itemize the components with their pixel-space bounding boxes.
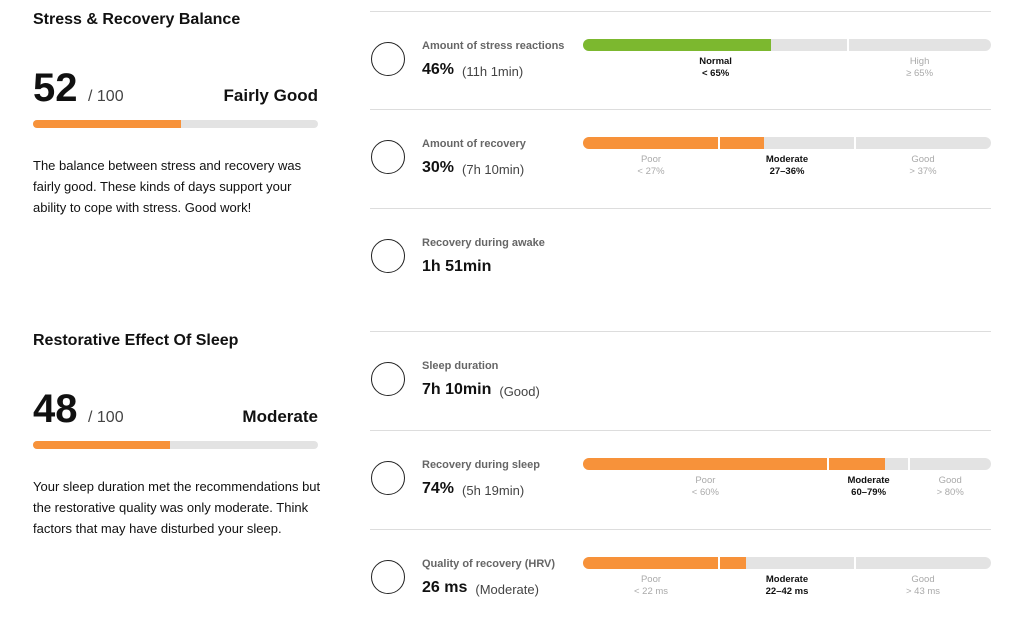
metric-value: 30%: [422, 159, 455, 176]
metric-value: 74%: [422, 480, 455, 497]
divider: [370, 208, 991, 209]
metric-label: Amount of stress reactions: [422, 40, 565, 52]
gauge-track: [583, 39, 991, 51]
segment-range: > 37%: [909, 166, 937, 177]
segment-name: Good: [938, 475, 962, 486]
gauge-break: [847, 39, 850, 51]
metric-detail: (5h 19min): [462, 483, 525, 498]
metric-label: Sleep duration: [422, 360, 499, 372]
divider: [370, 109, 991, 110]
score: 52: [33, 66, 78, 110]
segment-name: Moderate: [847, 475, 890, 486]
metric-icon: [371, 560, 405, 594]
segment-range: < 22 ms: [633, 586, 669, 597]
segment-name: Good: [911, 154, 935, 165]
metric-icon: [371, 140, 405, 174]
metric-label: Amount of recovery: [422, 138, 526, 150]
gauge-fill: [583, 39, 771, 51]
gauge-break: [854, 557, 856, 569]
score-max: / 100: [88, 409, 124, 426]
divider: [370, 430, 991, 431]
section-description: The balance between stress and recovery …: [33, 158, 302, 215]
segment-range: > 80%: [936, 487, 964, 498]
divider: [370, 331, 991, 332]
metric-icon: [371, 461, 405, 495]
metric-label: Recovery during awake: [422, 237, 545, 249]
segment-name: Poor: [640, 154, 662, 165]
section-title: Restorative Effect Of Sleep: [33, 332, 239, 349]
segment-range: 22–42 ms: [765, 586, 809, 597]
segment-range: < 27%: [637, 166, 665, 177]
segment-name: High: [909, 56, 930, 67]
gauge-break: [908, 458, 911, 470]
score-rating: Moderate: [242, 407, 318, 426]
gauge-break: [854, 137, 856, 149]
gauge-break: [718, 557, 720, 569]
metric-value: 7h 10min: [422, 381, 492, 398]
segment-name: Good: [911, 574, 935, 585]
score: 48: [33, 387, 78, 431]
gauge-fill: [583, 557, 747, 569]
metric-detail: (11h 1min): [462, 64, 524, 79]
section-title: Stress & Recovery Balance: [33, 11, 241, 28]
metric-value: 26 ms: [422, 579, 468, 596]
gauge-fill: [583, 458, 885, 470]
section-description: Your sleep duration met the recommendati…: [33, 479, 321, 536]
score-max: / 100: [88, 88, 124, 105]
divider: [370, 11, 991, 12]
score-fill: [33, 120, 182, 128]
metric-detail: (Good): [499, 384, 540, 399]
segment-name: Poor: [640, 574, 662, 585]
score-track: [33, 441, 318, 449]
segment-name: Moderate: [765, 574, 809, 585]
metric-detail: (Moderate): [475, 582, 539, 597]
score-track: [33, 120, 318, 128]
score-rating: Fairly Good: [223, 86, 318, 105]
segment-range: < 60%: [691, 487, 719, 498]
segment-range: < 65%: [701, 68, 730, 79]
gauge-track: [583, 137, 991, 149]
metric-icon: [371, 239, 405, 273]
metric-label: Recovery during sleep: [422, 459, 540, 471]
segment-name: Moderate: [765, 154, 809, 165]
metric-detail: (7h 10min): [462, 162, 525, 177]
metric-value: 1h 51min: [422, 258, 492, 275]
score-fill: [33, 441, 170, 449]
segment-range: ≥ 65%: [906, 68, 934, 79]
segment-range: 60–79%: [851, 487, 887, 498]
metric-label: Quality of recovery (HRV): [422, 558, 556, 570]
gauge-track: [583, 458, 991, 470]
metric-value: 46%: [422, 61, 455, 78]
gauge-track: [583, 557, 991, 569]
segment-range: 27–36%: [769, 166, 805, 177]
metric-icon: [371, 362, 405, 396]
divider: [370, 529, 991, 530]
segment-name: Normal: [699, 56, 732, 67]
gauge-break: [718, 137, 720, 149]
metric-icon: [371, 42, 405, 76]
gauge-break: [826, 458, 829, 470]
segment-range: > 43 ms: [905, 586, 941, 597]
segment-name: Poor: [695, 475, 716, 486]
gauge-fill: [583, 137, 765, 149]
